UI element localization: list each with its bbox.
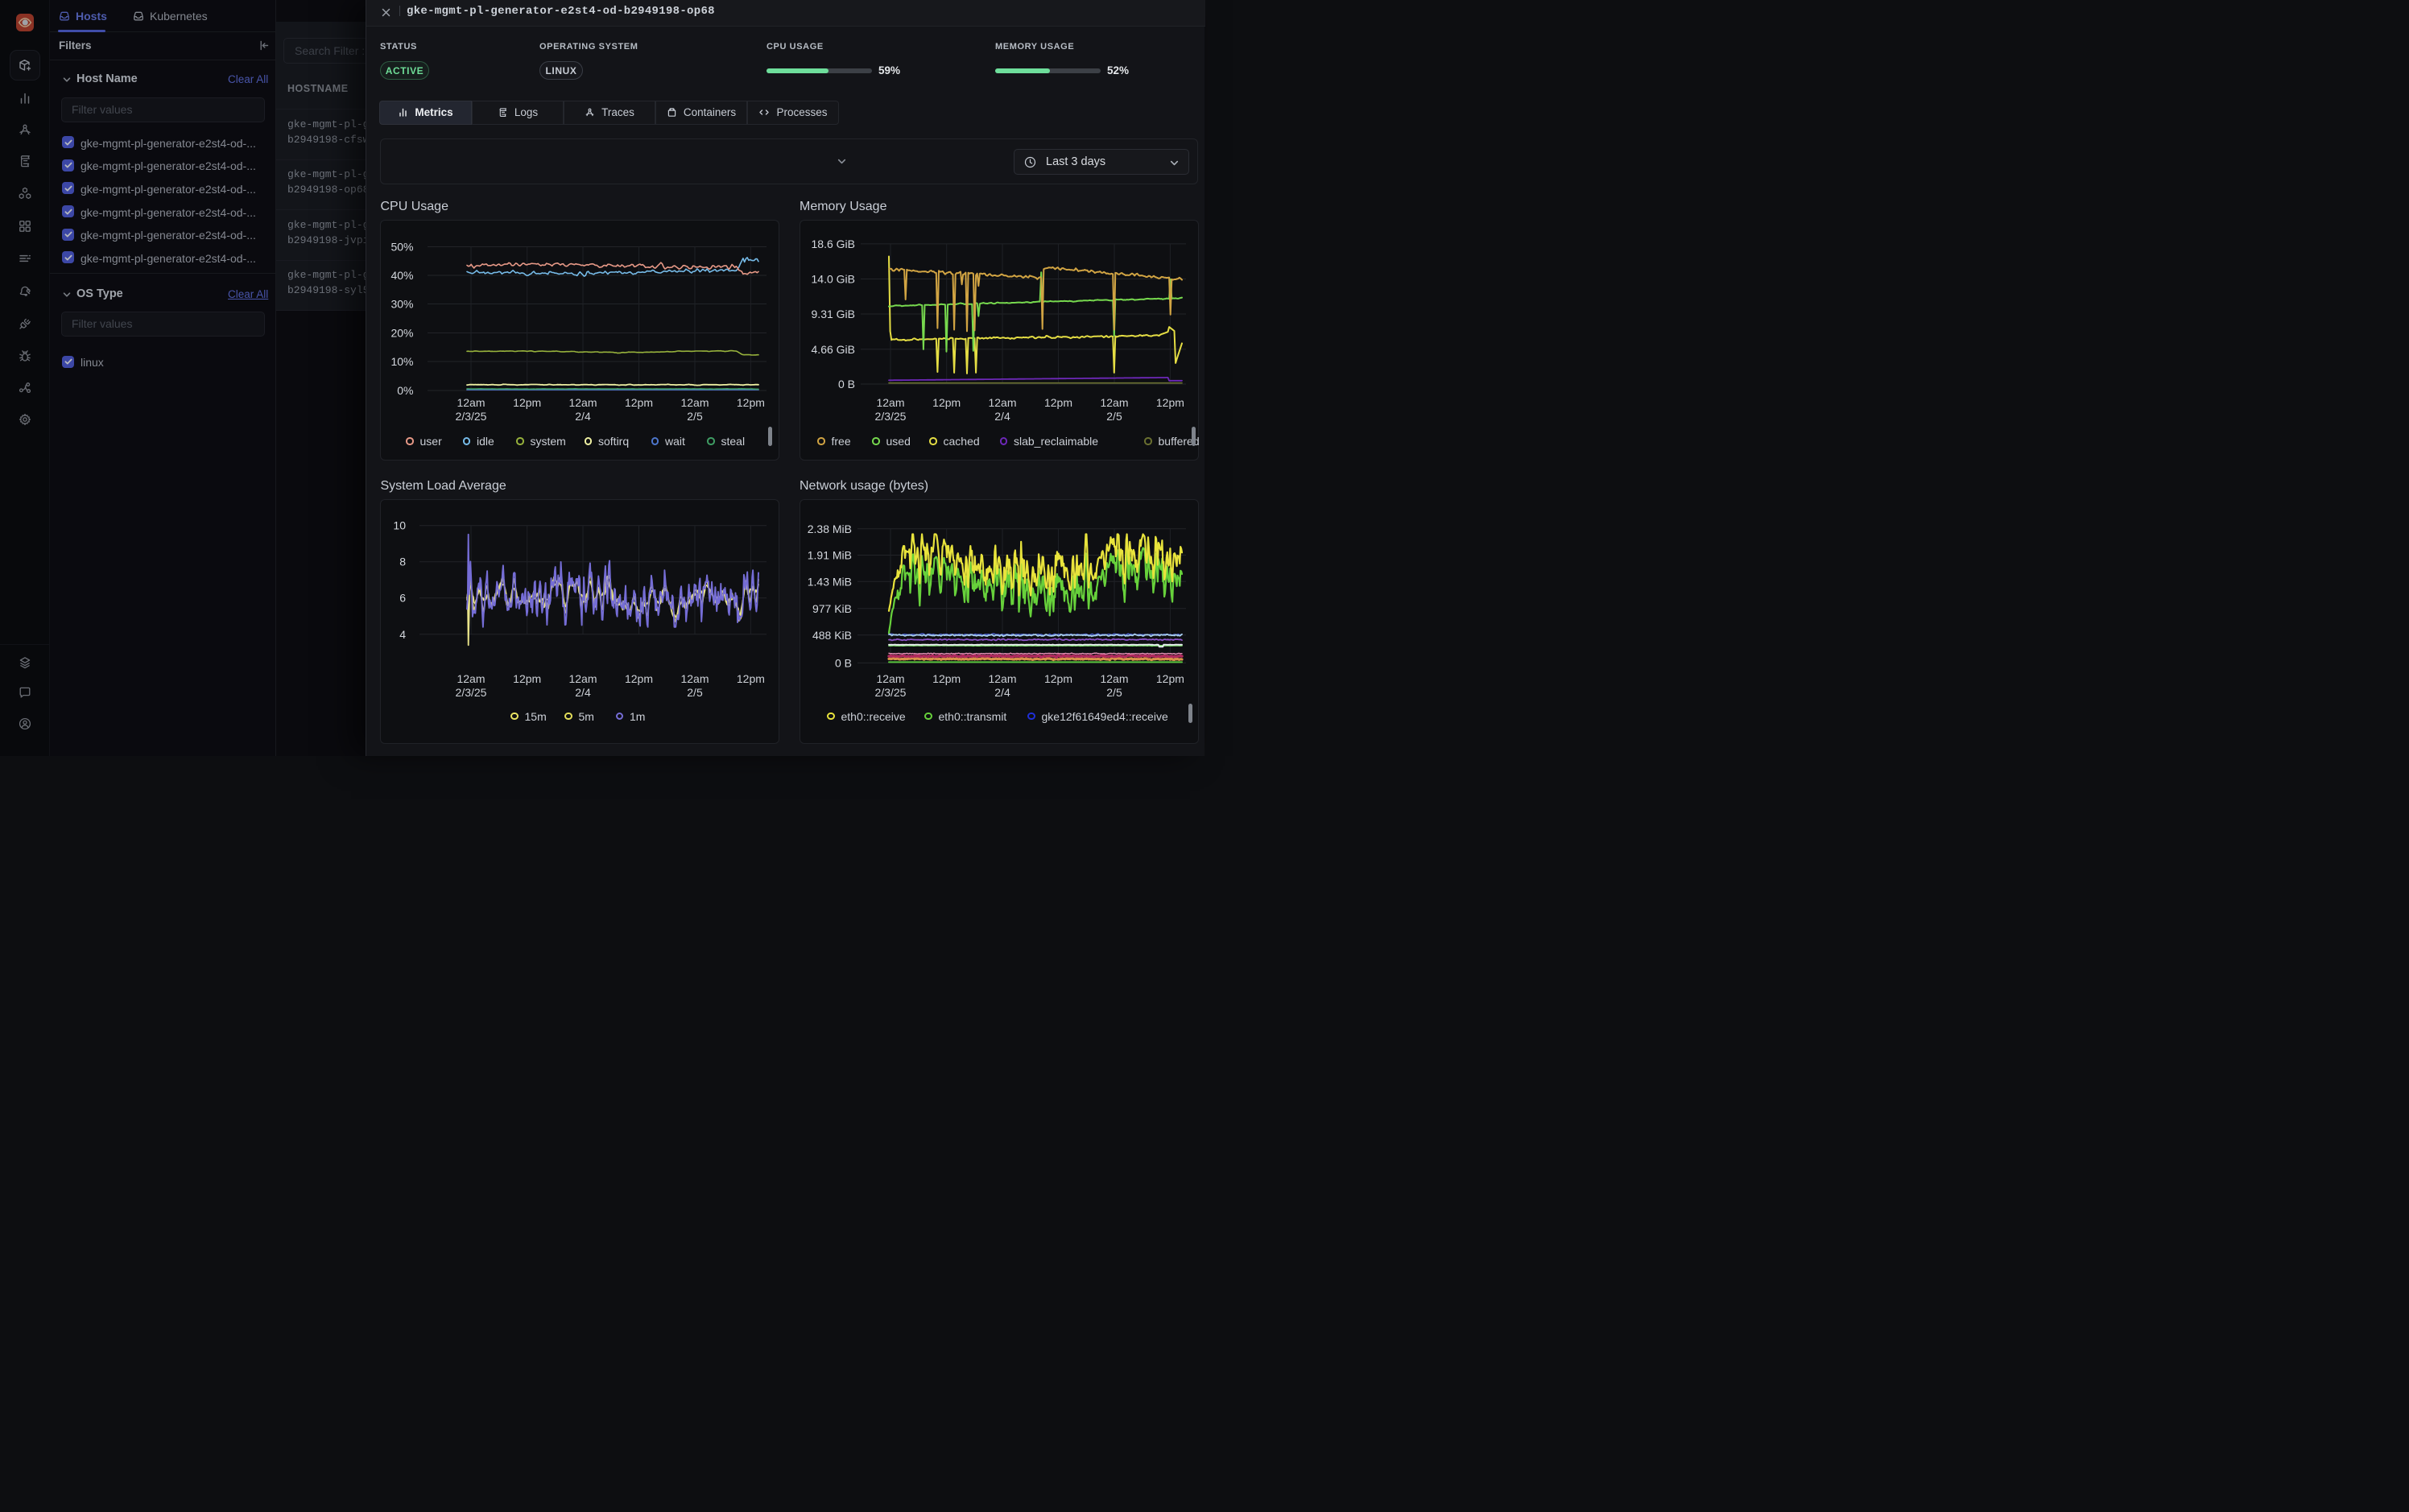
svg-text:10: 10 — [393, 518, 406, 531]
svg-text:2/4: 2/4 — [575, 410, 591, 423]
svg-text:12pm: 12pm — [625, 672, 653, 685]
svg-text:14.0 GiB: 14.0 GiB — [812, 273, 855, 286]
svg-text:2/5: 2/5 — [687, 410, 703, 423]
svg-text:12am: 12am — [1100, 396, 1128, 409]
svg-text:12pm: 12pm — [932, 672, 961, 685]
svg-text:2/5: 2/5 — [1106, 686, 1122, 699]
svg-text:488 KiB: 488 KiB — [812, 628, 852, 641]
svg-text:50%: 50% — [390, 241, 413, 254]
svg-text:2.38 MiB: 2.38 MiB — [808, 522, 852, 535]
svg-text:20%: 20% — [390, 327, 413, 340]
svg-text:6: 6 — [399, 591, 406, 604]
svg-text:12am: 12am — [457, 396, 485, 409]
svg-text:40%: 40% — [390, 269, 413, 282]
svg-text:0%: 0% — [397, 384, 413, 397]
svg-text:2/5: 2/5 — [687, 686, 703, 699]
svg-text:10%: 10% — [390, 355, 413, 368]
svg-text:12pm: 12pm — [737, 672, 765, 685]
svg-text:1.43 MiB: 1.43 MiB — [808, 575, 852, 588]
svg-text:2/3/25: 2/3/25 — [875, 410, 907, 423]
svg-text:2/4: 2/4 — [994, 410, 1010, 423]
svg-text:18.6 GiB: 18.6 GiB — [812, 238, 855, 250]
svg-text:8: 8 — [399, 555, 406, 568]
svg-text:2/5: 2/5 — [1106, 410, 1122, 423]
svg-text:12pm: 12pm — [1044, 672, 1072, 685]
svg-text:12am: 12am — [568, 672, 597, 685]
svg-text:12pm: 12pm — [625, 396, 653, 409]
svg-text:1.91 MiB: 1.91 MiB — [808, 548, 852, 561]
svg-text:2/3/25: 2/3/25 — [456, 686, 487, 699]
svg-text:12am: 12am — [988, 672, 1016, 685]
svg-text:12am: 12am — [457, 672, 485, 685]
svg-text:12pm: 12pm — [1156, 672, 1184, 685]
svg-text:9.31 GiB: 9.31 GiB — [812, 308, 855, 320]
svg-text:12pm: 12pm — [513, 396, 541, 409]
svg-text:12am: 12am — [876, 396, 904, 409]
svg-text:12pm: 12pm — [1044, 396, 1072, 409]
svg-text:977 KiB: 977 KiB — [812, 601, 852, 614]
svg-text:12pm: 12pm — [513, 672, 541, 685]
svg-text:2/3/25: 2/3/25 — [456, 410, 487, 423]
svg-text:0 B: 0 B — [835, 656, 852, 669]
svg-text:12pm: 12pm — [737, 396, 765, 409]
svg-text:4: 4 — [399, 627, 406, 640]
svg-text:2/4: 2/4 — [994, 686, 1010, 699]
svg-text:12am: 12am — [680, 396, 709, 409]
svg-text:12am: 12am — [568, 396, 597, 409]
svg-text:4.66 GiB: 4.66 GiB — [812, 343, 855, 356]
svg-text:0 B: 0 B — [838, 378, 855, 390]
svg-text:2/3/25: 2/3/25 — [875, 686, 907, 699]
svg-text:12am: 12am — [680, 672, 709, 685]
svg-text:12pm: 12pm — [1156, 396, 1184, 409]
svg-text:12pm: 12pm — [932, 396, 961, 409]
svg-text:12am: 12am — [988, 396, 1016, 409]
svg-text:2/4: 2/4 — [575, 686, 591, 699]
svg-text:12am: 12am — [876, 672, 904, 685]
svg-text:12am: 12am — [1100, 672, 1128, 685]
svg-text:30%: 30% — [390, 298, 413, 311]
